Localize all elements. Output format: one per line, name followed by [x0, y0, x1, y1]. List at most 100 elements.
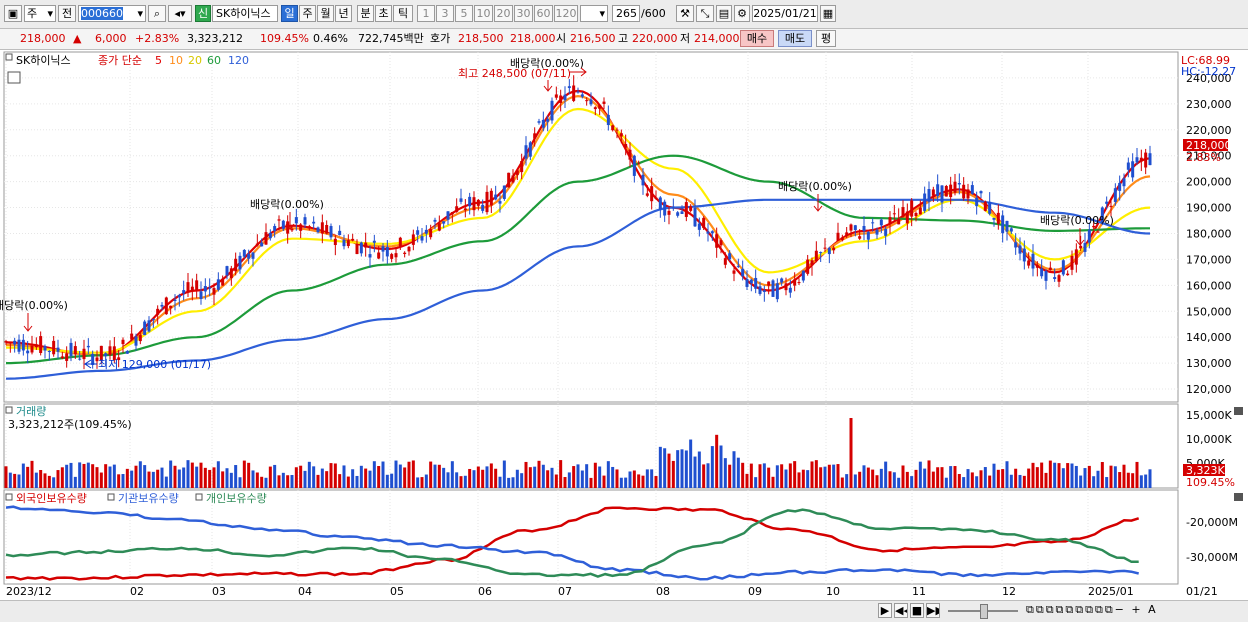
date-tick-label: 04 — [298, 585, 312, 598]
gear-icon[interactable]: ⚙ — [734, 5, 750, 22]
high-label: 고 — [618, 32, 629, 45]
candle-body — [485, 191, 489, 213]
period-second-tab[interactable]: 초 — [375, 5, 392, 22]
period-month-tab[interactable]: 월 — [317, 5, 334, 22]
candle-body — [957, 182, 961, 185]
candle-body — [385, 247, 389, 257]
candle-body — [507, 172, 511, 188]
market-select[interactable]: 주 ▾ — [24, 5, 56, 22]
candle-body — [17, 339, 21, 352]
candle-body — [1061, 260, 1065, 275]
candle-body — [355, 243, 359, 255]
volume-bar — [1100, 462, 1104, 488]
speaker-icon[interactable]: ◂▾ — [168, 5, 192, 22]
interval-1[interactable]: 1 — [417, 5, 435, 22]
volume-bar — [268, 466, 272, 488]
eval-button[interactable]: 평 — [816, 30, 836, 47]
period-tick-tab[interactable]: 틱 — [393, 5, 413, 22]
candle-body — [1040, 268, 1044, 277]
save-icon[interactable]: ▤ — [716, 5, 732, 22]
candle-body — [749, 279, 753, 284]
buy-button[interactable]: 매수 — [740, 30, 774, 47]
interval-20[interactable]: 20 — [494, 5, 513, 22]
resize-icon[interactable]: ⤡ — [696, 5, 714, 22]
volume-bar — [910, 476, 914, 488]
volume-bar — [520, 473, 524, 488]
prev-button[interactable]: 전 — [58, 5, 76, 22]
stock-code-input[interactable]: 000660 ▾ — [78, 5, 146, 22]
candle-body — [1001, 215, 1005, 234]
volume-bar — [60, 467, 64, 488]
interval-60[interactable]: 60 — [534, 5, 553, 22]
sell-button[interactable]: 매도 — [778, 30, 812, 47]
calculator-icon[interactable] — [7, 71, 21, 84]
up-arrow-icon: ▲ — [73, 32, 82, 45]
candle-body — [8, 342, 12, 344]
volume-bar — [4, 466, 8, 488]
interval-5[interactable]: 5 — [455, 5, 473, 22]
volume-bar — [923, 468, 927, 488]
legend-foreign: 외국인보유수량 — [16, 492, 87, 505]
candle-body — [238, 255, 242, 270]
rewind-icon[interactable]: ◀◀ — [894, 603, 908, 618]
candle-body — [910, 200, 914, 217]
tools-icon[interactable]: ⚒ — [676, 5, 694, 22]
new-badge[interactable]: 신 — [195, 5, 211, 22]
interval-120[interactable]: 120 — [554, 5, 578, 22]
candle-body — [1122, 178, 1126, 187]
interval-3[interactable]: 3 — [436, 5, 454, 22]
candle-body — [320, 222, 324, 234]
candle-body — [541, 119, 545, 128]
candle-body — [177, 295, 181, 298]
volume-bar — [658, 446, 662, 488]
panel-close-icon[interactable] — [1234, 493, 1243, 501]
period-minute-tab[interactable]: 분 — [357, 5, 374, 22]
high-annotation: 최고 248,500 (07/11) — [458, 67, 571, 80]
candle-body — [169, 305, 173, 309]
stop-icon[interactable]: ■ — [910, 603, 924, 618]
candle-body — [455, 206, 459, 212]
volume-bar — [1048, 460, 1052, 488]
volume-bar — [208, 469, 212, 488]
period-week-tab[interactable]: 주 — [299, 5, 316, 22]
candle-body — [151, 318, 155, 321]
search-icon[interactable]: ⌕ — [148, 5, 166, 22]
volume-bar — [832, 464, 836, 488]
period-year-tab[interactable]: 년 — [335, 5, 352, 22]
zoom-slider-handle[interactable] — [980, 604, 988, 619]
volume-bar — [1027, 468, 1031, 488]
interval-10[interactable]: 10 — [474, 5, 493, 22]
candle-body — [641, 174, 645, 186]
toolbar-icons-group[interactable]: ⧉⧉⧉⧉⧉⧉⧉⧉⧉− + A — [1026, 603, 1158, 616]
count-input[interactable]: 265 — [612, 5, 640, 22]
candle-body — [377, 252, 381, 259]
candle-body — [663, 201, 667, 216]
stock-name-field[interactable]: SK하이닉스 — [212, 5, 278, 22]
calendar-icon[interactable]: ▦ — [820, 5, 836, 22]
volume-bar — [346, 476, 350, 488]
menu-icon[interactable]: ▣ — [4, 5, 22, 22]
legend-institution: 기관보유수량 — [118, 492, 179, 505]
date-input[interactable]: 2025/01/21 — [752, 5, 818, 22]
period-day-tab[interactable]: 일 — [281, 5, 298, 22]
dividend-note-jan: 배당락(0.00%) — [1040, 214, 1114, 227]
fast-forward-icon[interactable]: ▶▶ — [926, 603, 940, 618]
volume-bar — [996, 469, 1000, 488]
volume-bar — [1126, 472, 1130, 488]
volume-bar — [255, 472, 259, 488]
volume-bar — [598, 466, 602, 488]
interval-select[interactable]: ▾ — [580, 5, 608, 22]
candle-body — [1066, 273, 1070, 276]
candle-body — [736, 265, 740, 267]
candle-body — [914, 212, 918, 217]
interval-30[interactable]: 30 — [514, 5, 533, 22]
dividend-arrow-icon — [285, 212, 295, 230]
dividend-note-dec: 배당락(0.00%) — [0, 299, 68, 312]
scroll-right-icon[interactable]: ▶ — [878, 603, 892, 618]
holdings-line-2 — [5, 508, 1139, 578]
high-arrow-icon — [570, 67, 587, 77]
panel-close-icon[interactable] — [1234, 407, 1243, 415]
candle-body — [732, 270, 736, 274]
volume-bar — [563, 477, 567, 488]
